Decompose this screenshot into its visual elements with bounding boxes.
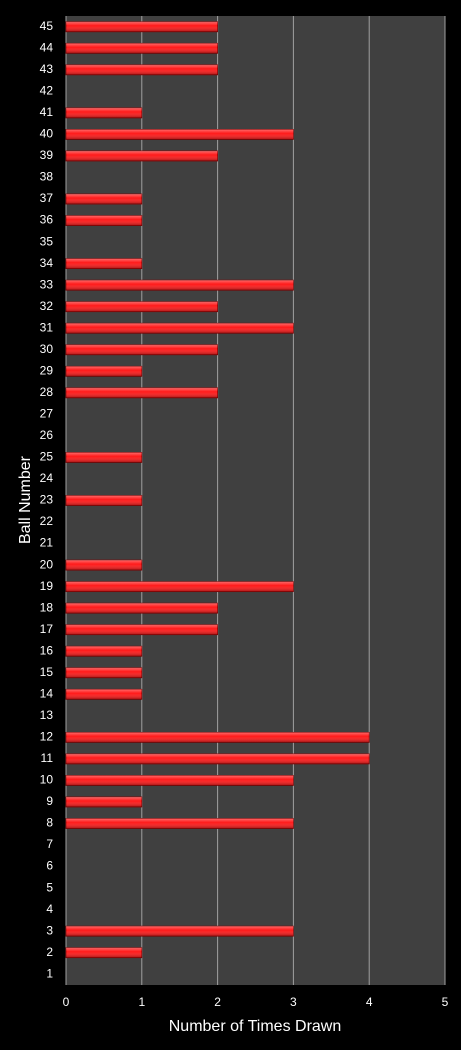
- y-tick-label: 8: [46, 816, 53, 830]
- y-tick-label: 29: [40, 363, 54, 377]
- y-tick-label: 5: [46, 880, 53, 894]
- y-tick-label: 27: [40, 407, 54, 421]
- y-tick-label: 43: [40, 62, 54, 76]
- y-tick-label: 36: [40, 213, 54, 227]
- y-tick-label: 25: [40, 450, 54, 464]
- y-tick-label: 1: [46, 966, 53, 980]
- y-tick-label: 17: [40, 622, 54, 636]
- y-axis-title: Ball Number: [17, 455, 34, 544]
- bar-shade: [66, 301, 218, 312]
- y-tick-label: 35: [40, 234, 54, 248]
- bar-shade: [66, 581, 294, 592]
- y-tick-label: 33: [40, 277, 54, 291]
- x-tick-label: 3: [290, 995, 297, 1009]
- x-tick-label: 2: [214, 995, 221, 1009]
- x-axis-title: Number of Times Drawn: [169, 1018, 342, 1035]
- y-tick-label: 6: [46, 859, 53, 873]
- y-tick-label: 15: [40, 665, 54, 679]
- bar-shade: [66, 387, 218, 398]
- x-tick-label: 4: [366, 995, 373, 1009]
- y-tick-label: 16: [40, 643, 54, 657]
- y-tick-label: 20: [40, 557, 54, 571]
- y-tick-label: 10: [40, 773, 54, 787]
- bar-shade: [66, 624, 218, 635]
- y-tick-label: 26: [40, 428, 54, 442]
- bar-shade: [66, 258, 142, 269]
- bar-shade: [66, 796, 142, 807]
- bar-shade: [66, 646, 142, 657]
- bar-shade: [66, 21, 218, 32]
- bar-shade: [66, 926, 294, 937]
- y-tick-label: 18: [40, 600, 54, 614]
- y-tick-label: 4: [46, 902, 53, 916]
- y-tick-label: 34: [40, 256, 54, 270]
- y-tick-label: 31: [40, 320, 54, 334]
- bar-shade: [66, 323, 294, 334]
- y-tick-label: 23: [40, 493, 54, 507]
- bar-shade: [66, 732, 370, 743]
- bar-shade: [66, 194, 142, 205]
- bar-shade: [66, 129, 294, 140]
- y-tick-label: 21: [40, 536, 54, 550]
- x-tick-label: 1: [138, 995, 145, 1009]
- bar-shade: [66, 667, 142, 678]
- bar-shade: [66, 64, 218, 75]
- y-tick-label: 24: [40, 471, 54, 485]
- y-tick-label: 28: [40, 385, 54, 399]
- bar-shade: [66, 150, 218, 161]
- y-tick-label: 45: [40, 19, 54, 33]
- bar-shade: [66, 560, 142, 571]
- y-tick-label: 44: [40, 40, 54, 54]
- y-tick-label: 42: [40, 84, 54, 98]
- y-tick-label: 14: [40, 686, 54, 700]
- bar-shade: [66, 107, 142, 118]
- bar-shade: [66, 775, 294, 786]
- x-tick-label: 0: [63, 995, 70, 1009]
- bar-shade: [66, 818, 294, 829]
- y-tick-label: 12: [40, 730, 54, 744]
- bar-shade: [66, 43, 218, 54]
- y-tick-label: 38: [40, 170, 54, 184]
- bar-shade: [66, 689, 142, 700]
- y-tick-label: 40: [40, 127, 54, 141]
- y-tick-label: 32: [40, 299, 54, 313]
- bar-shade: [66, 495, 142, 506]
- bar-shade: [66, 753, 370, 764]
- y-tick-label: 37: [40, 191, 54, 205]
- y-tick-label: 7: [46, 837, 53, 851]
- y-tick-label: 3: [46, 923, 53, 937]
- y-tick-label: 41: [40, 105, 54, 119]
- y-tick-label: 22: [40, 514, 54, 528]
- bar-shade: [66, 280, 294, 291]
- bar-shade: [66, 947, 142, 958]
- y-tick-label: 39: [40, 148, 54, 162]
- bar-shade: [66, 344, 218, 355]
- y-tick-label: 30: [40, 342, 54, 356]
- bar-shade: [66, 452, 142, 463]
- y-tick-label: 19: [40, 579, 54, 593]
- y-tick-label: 9: [46, 794, 53, 808]
- y-tick-label: 2: [46, 945, 53, 959]
- y-tick-label: 13: [40, 708, 54, 722]
- bar-shade: [66, 366, 142, 377]
- y-tick-label: 11: [41, 751, 54, 765]
- bar-shade: [66, 603, 218, 614]
- x-tick-label: 5: [442, 995, 449, 1009]
- bar-shade: [66, 215, 142, 226]
